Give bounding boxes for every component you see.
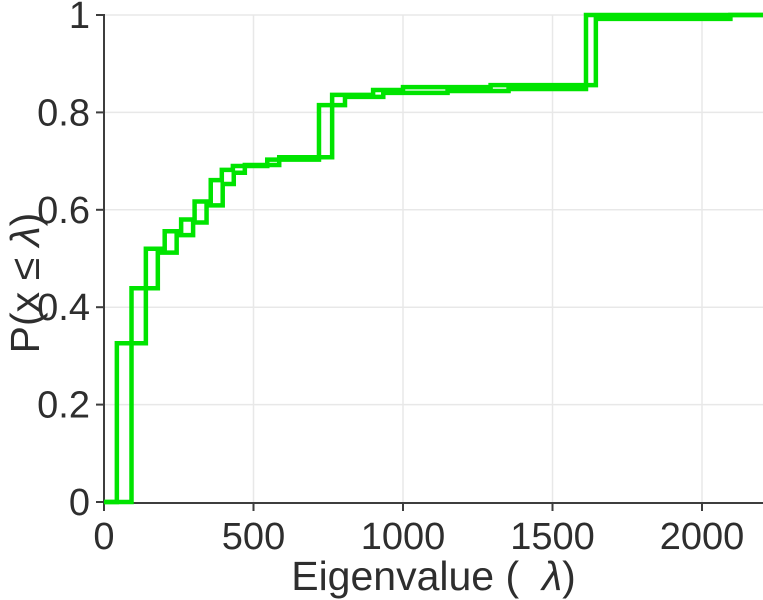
y-tick-label: 0 <box>69 482 90 524</box>
series-ecdf-2 <box>104 12 763 505</box>
y-axis-label-close: ) <box>2 212 48 227</box>
x-tick-label: 1500 <box>510 516 595 558</box>
x-tick-label: 2000 <box>660 516 745 558</box>
lambda-symbol: λ <box>541 553 563 599</box>
x-axis-label: Eigenvalue ( λ) <box>104 553 763 600</box>
lambda-symbol: λ <box>2 226 48 247</box>
x-tick-label: 0 <box>93 516 114 558</box>
y-tick-label: 1 <box>69 0 90 37</box>
x-tick-label: 1000 <box>361 516 446 558</box>
y-tick-label: 0.8 <box>37 92 90 134</box>
series-ecdf-1 <box>104 12 763 505</box>
y-tick-label: 0.4 <box>37 287 90 329</box>
x-axis-label-close: ) <box>562 553 576 599</box>
x-axis-label-text: Eigenvalue ( <box>291 553 542 599</box>
x-tick-label: 500 <box>222 516 285 558</box>
y-tick-label: 0.6 <box>37 190 90 232</box>
y-axis-label-text: P(x ≤ <box>2 246 48 354</box>
y-tick-label: 0.2 <box>37 385 90 427</box>
y-axis-label: P(x ≤ λ) <box>2 183 48 383</box>
